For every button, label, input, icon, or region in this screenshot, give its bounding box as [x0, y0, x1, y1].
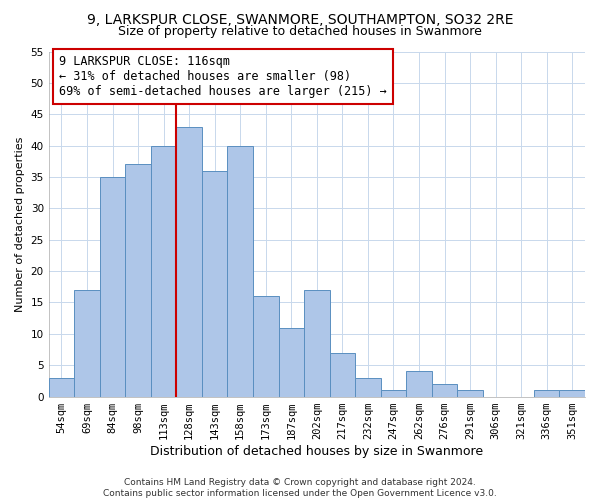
Bar	[227, 146, 253, 396]
Bar	[380, 390, 406, 396]
Bar	[151, 146, 176, 396]
Bar	[406, 372, 432, 396]
Text: 9 LARKSPUR CLOSE: 116sqm
← 31% of detached houses are smaller (98)
69% of semi-d: 9 LARKSPUR CLOSE: 116sqm ← 31% of detach…	[59, 55, 387, 98]
Bar	[49, 378, 74, 396]
Bar	[457, 390, 483, 396]
Bar	[74, 290, 100, 397]
Bar	[125, 164, 151, 396]
Text: 9, LARKSPUR CLOSE, SWANMORE, SOUTHAMPTON, SO32 2RE: 9, LARKSPUR CLOSE, SWANMORE, SOUTHAMPTON…	[87, 12, 513, 26]
Bar	[253, 296, 278, 396]
Bar	[329, 352, 355, 397]
Text: Contains HM Land Registry data © Crown copyright and database right 2024.
Contai: Contains HM Land Registry data © Crown c…	[103, 478, 497, 498]
Bar	[559, 390, 585, 396]
Text: Size of property relative to detached houses in Swanmore: Size of property relative to detached ho…	[118, 25, 482, 38]
Bar	[355, 378, 380, 396]
Bar	[432, 384, 457, 396]
Y-axis label: Number of detached properties: Number of detached properties	[15, 136, 25, 312]
Bar	[202, 170, 227, 396]
Bar	[176, 127, 202, 396]
Bar	[100, 177, 125, 396]
Bar	[304, 290, 329, 397]
Bar	[534, 390, 559, 396]
Bar	[278, 328, 304, 396]
X-axis label: Distribution of detached houses by size in Swanmore: Distribution of detached houses by size …	[150, 444, 484, 458]
